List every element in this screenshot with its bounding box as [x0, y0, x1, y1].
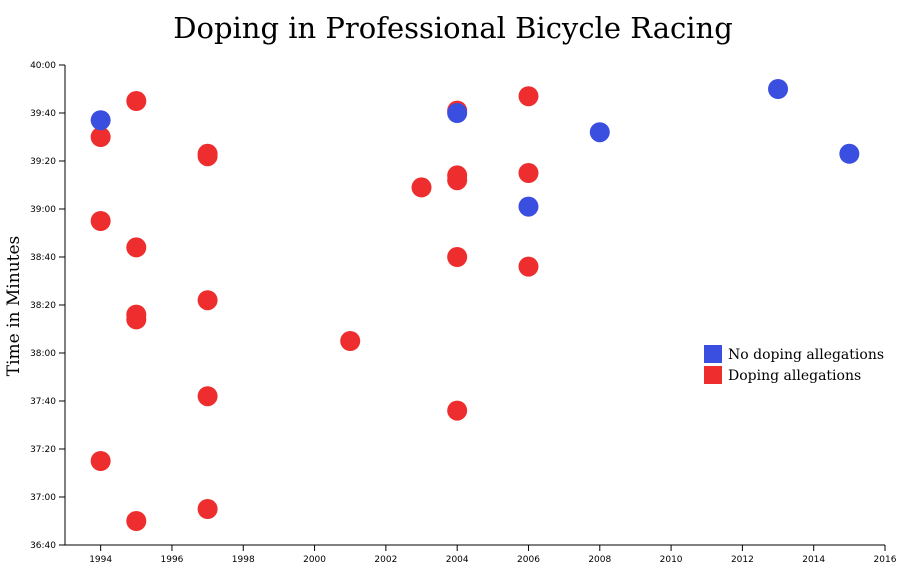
legend-label: Doping allegations: [728, 368, 861, 384]
y-tick-label: 37:00: [30, 493, 56, 503]
doping-rider-point[interactable]: [197, 146, 218, 167]
y-tick-label: 39:40: [30, 109, 56, 119]
clean-rider-point[interactable]: [839, 143, 860, 164]
x-tick-label: 1994: [89, 555, 112, 565]
x-tick-label: 2000: [303, 555, 326, 565]
doping-rider-point[interactable]: [126, 91, 147, 111]
x-tick-label: 1998: [232, 555, 255, 565]
doping-rider-point[interactable]: [447, 247, 468, 267]
doping-rider-point[interactable]: [90, 127, 111, 147]
y-tick-label: 37:40: [30, 397, 56, 407]
clean-rider-point[interactable]: [589, 122, 610, 143]
doping-rider-point[interactable]: [518, 256, 539, 277]
x-tick-label: 2012: [731, 555, 754, 565]
y-axis-label: Time in Minutes: [4, 236, 24, 377]
y-tick-label: 40:00: [30, 61, 56, 71]
doping-rider-point[interactable]: [447, 170, 468, 191]
y-axis: 40:00 39:40 39:20 39:00 38:40 38:20 38:00 37:40…: [30, 61, 66, 551]
y-tick-label: 38:20: [30, 301, 56, 311]
clean-rider-point[interactable]: [90, 110, 111, 131]
doping-rider-point[interactable]: [447, 400, 468, 421]
data-points: [90, 79, 860, 531]
doping-rider-point[interactable]: [411, 177, 432, 198]
doping-rider-point[interactable]: [90, 211, 111, 231]
x-tick-label: 2016: [874, 555, 897, 565]
x-tick-label: 1996: [161, 555, 184, 565]
legend-label: No doping allegations: [728, 347, 884, 363]
x-tick-label: 2004: [446, 555, 469, 565]
doping-rider-point[interactable]: [197, 386, 218, 407]
legend-swatch: [704, 345, 722, 363]
x-axis: 1994 1996 1998 2000 2002 2004 2006 2008 2010 2012…: [65, 544, 897, 565]
y-tick-label: 39:20: [30, 157, 56, 167]
doping-rider-point[interactable]: [126, 511, 147, 531]
clean-rider-point[interactable]: [447, 103, 468, 123]
doping-rider-point[interactable]: [197, 290, 218, 311]
doping-rider-point[interactable]: [90, 451, 111, 471]
legend: No doping allegations Doping allegations: [704, 345, 884, 384]
doping-rider-point[interactable]: [126, 237, 147, 258]
y-tick-label: 36:40: [30, 541, 56, 551]
legend-swatch: [704, 366, 722, 384]
doping-rider-point[interactable]: [197, 499, 218, 519]
x-tick-label: 2002: [374, 555, 397, 565]
doping-rider-point[interactable]: [518, 86, 539, 107]
x-tick-label: 2006: [517, 555, 540, 565]
clean-rider-point[interactable]: [518, 196, 539, 217]
x-tick-label: 2008: [588, 555, 611, 565]
y-tick-label: 39:00: [30, 205, 56, 215]
x-tick-label: 2010: [660, 555, 683, 565]
doping-rider-point[interactable]: [518, 163, 539, 183]
y-tick-label: 38:00: [30, 349, 56, 359]
y-tick-label: 37:20: [30, 445, 56, 455]
y-tick-label: 38:40: [30, 253, 56, 263]
chart-title: Doping in Professional Bicycle Racing: [173, 11, 733, 45]
doping-rider-point[interactable]: [126, 309, 147, 330]
x-tick-label: 2014: [802, 555, 825, 565]
clean-rider-point[interactable]: [768, 79, 789, 99]
doping-rider-point[interactable]: [340, 331, 361, 351]
